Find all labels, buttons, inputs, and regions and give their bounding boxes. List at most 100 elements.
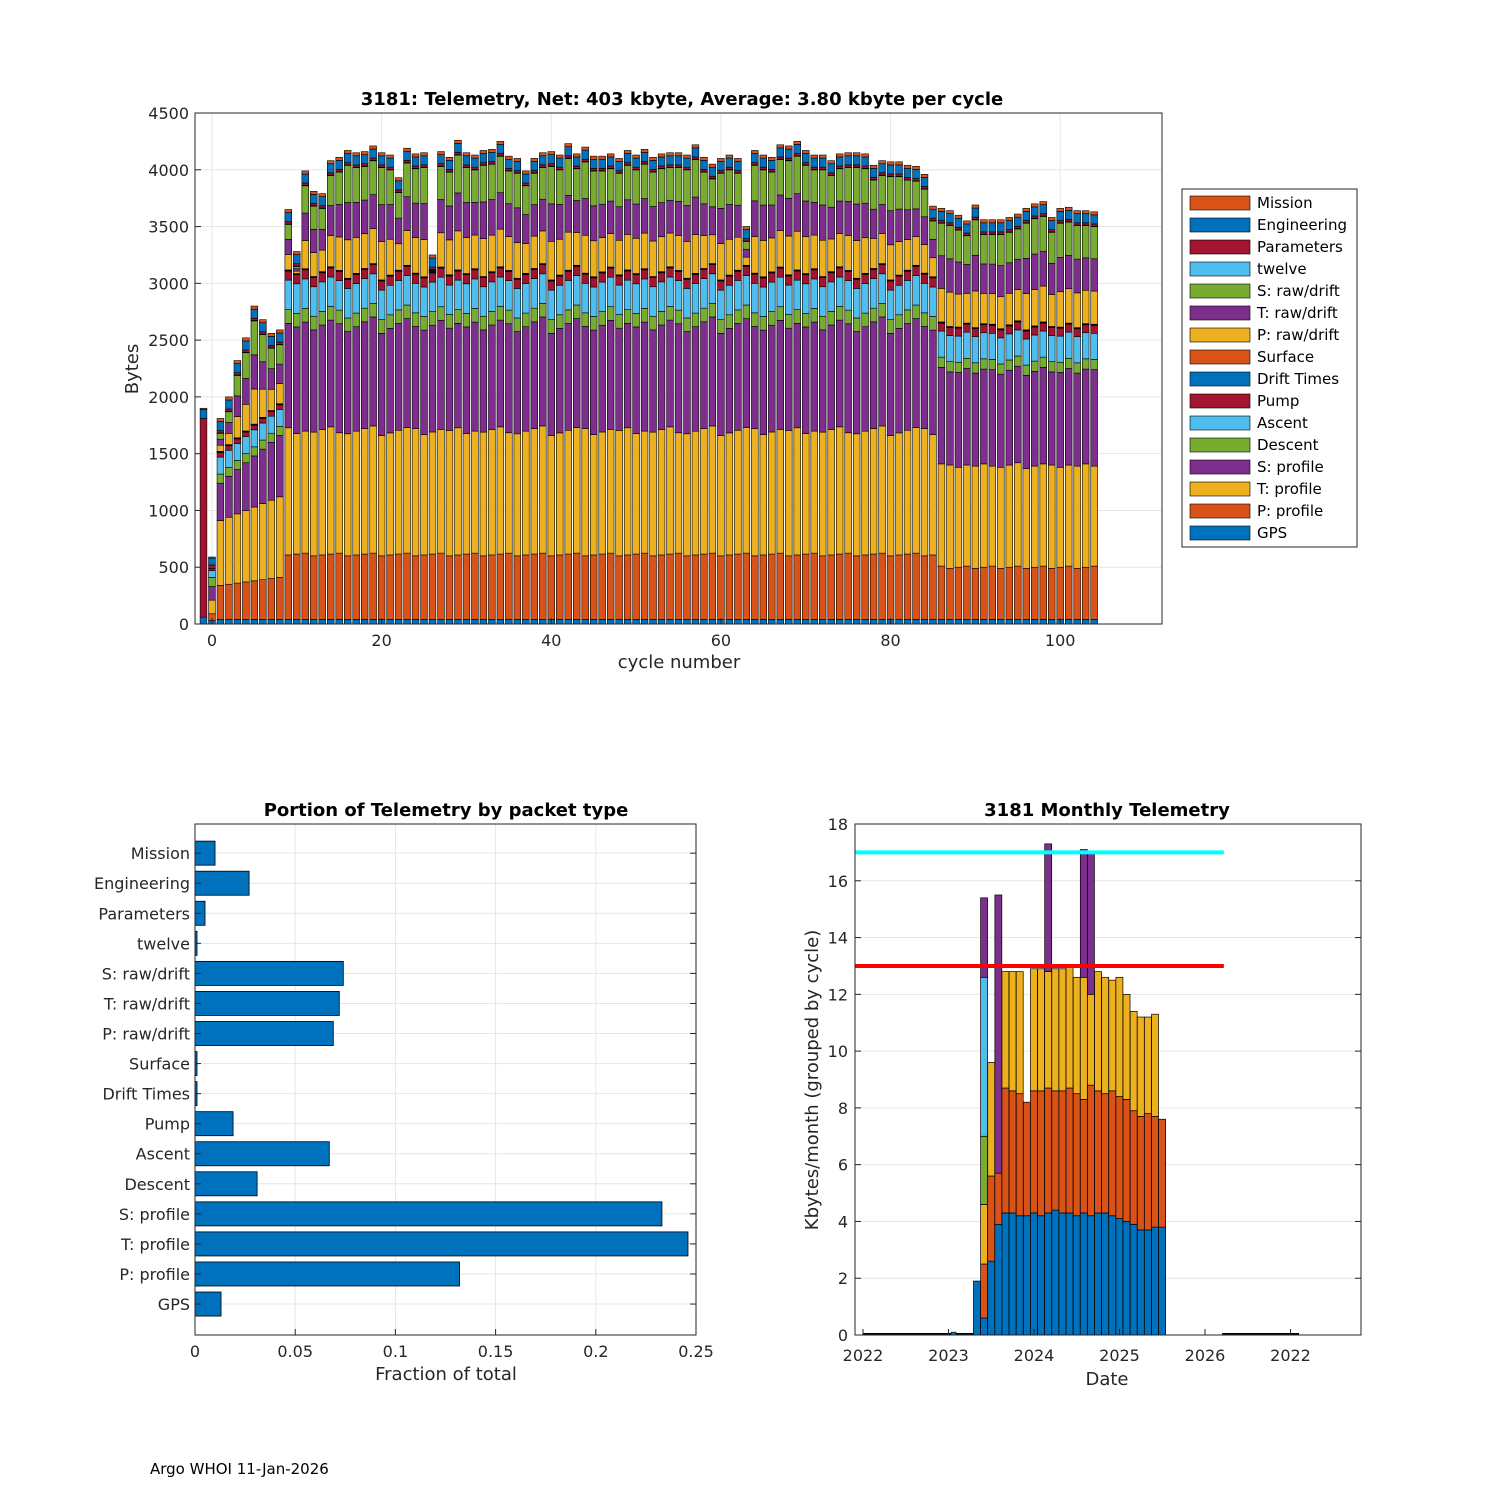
br-bar-segment <box>1079 976 1088 1100</box>
top-bar-segment <box>539 619 547 625</box>
top-bar-segment <box>1065 368 1073 466</box>
top-bar-segment <box>903 553 912 620</box>
legend-swatch <box>1189 437 1251 453</box>
top-bar-segment <box>343 555 352 620</box>
top-bar-segment <box>1022 468 1030 569</box>
top-bar-segment <box>564 323 572 431</box>
top-bar-segment <box>445 275 454 286</box>
top-bar-segment <box>1090 211 1098 216</box>
top-bar-segment <box>623 150 632 154</box>
top-bar-segment <box>496 228 505 268</box>
top-bar-segment <box>1048 371 1056 466</box>
top-bar-segment <box>988 325 997 334</box>
top-bar-segment <box>844 280 852 311</box>
top-bar-segment <box>1090 359 1098 370</box>
top-bar-segment <box>471 166 479 170</box>
top-bar-segment <box>852 317 861 332</box>
top-bar-segment <box>649 206 657 242</box>
top-bar-segment <box>640 161 649 165</box>
top-bar-segment <box>1039 463 1047 567</box>
br-bar-segment <box>1001 1212 1010 1336</box>
top-bar-segment <box>751 555 759 620</box>
top-bar-segment <box>462 155 471 166</box>
top-bar-segment <box>785 430 793 557</box>
legend-swatch <box>1189 503 1251 519</box>
top-bar-segment <box>869 238 878 269</box>
top-bar-segment <box>1031 218 1039 255</box>
top-bar-segment <box>462 202 471 238</box>
top-bar-segment <box>564 270 572 281</box>
top-bar-segment <box>454 279 462 310</box>
top-bar-segment <box>437 306 445 321</box>
top-bar-segment <box>488 149 496 153</box>
top-bar-segment <box>674 164 683 168</box>
top-bar-segment <box>751 273 759 284</box>
top-bar-segment <box>1031 206 1039 217</box>
br-chart-title: 3181 Monthly Telemetry <box>984 800 1230 821</box>
top-bar-segment <box>352 326 360 432</box>
br-bar-segment <box>1108 1090 1117 1217</box>
top-bar-segment <box>886 210 895 246</box>
top-bar-segment <box>793 279 801 310</box>
top-bar-segment <box>691 144 700 149</box>
top-bar-segment <box>403 275 411 306</box>
top-bar-segment <box>335 171 343 205</box>
top-bar-segment <box>293 254 301 264</box>
top-bar-segment <box>530 321 538 429</box>
top-bar-segment <box>1039 330 1047 358</box>
top-bar-segment <box>929 619 937 625</box>
top-bar-segment <box>377 167 386 205</box>
br-bar-segment <box>980 1204 988 1265</box>
top-bar-segment <box>327 306 335 321</box>
top-bar-segment <box>903 270 912 281</box>
top-bar-segment <box>1056 291 1064 328</box>
bl-category-label: P: raw/drift <box>102 1025 190 1044</box>
top-bar-segment <box>725 432 734 556</box>
top-bar-segment <box>259 422 267 441</box>
br-bar-segment <box>1037 968 1045 1092</box>
top-bar-segment <box>657 156 666 167</box>
top-bar-segment <box>598 553 606 620</box>
top-bar-segment <box>564 619 572 625</box>
top-bar-segment <box>386 157 394 168</box>
top-bar-segment <box>267 578 276 620</box>
top-bar-segment <box>1048 220 1056 230</box>
top-bar-segment <box>640 278 649 309</box>
top-bar-segment <box>462 164 471 168</box>
top-bar-segment <box>912 208 920 237</box>
top-bar-segment <box>717 208 725 244</box>
top-bar-segment <box>810 321 818 432</box>
top-bar-segment <box>963 220 971 225</box>
top-bar-segment <box>785 157 793 161</box>
top-bar-segment <box>785 284 793 315</box>
top-bar-segment <box>360 307 369 323</box>
top-bar-segment <box>1014 228 1022 260</box>
top-bar-segment <box>929 434 937 556</box>
top-bar-segment <box>259 448 267 504</box>
top-bar-segment <box>267 368 276 390</box>
top-bar-segment <box>327 160 335 165</box>
top-bar-segment <box>657 236 666 272</box>
legend-label: Pump <box>1257 392 1299 410</box>
top-bar-segment <box>768 171 776 206</box>
top-bar-segment <box>573 266 581 276</box>
br-bar-segment <box>1136 1116 1145 1231</box>
top-bar-segment <box>606 320 615 430</box>
top-bar-segment <box>963 368 971 466</box>
br-bar-segment <box>1151 1116 1159 1228</box>
top-bar-segment <box>293 274 301 285</box>
top-bar-segment <box>810 202 818 236</box>
top-bar-segment <box>869 321 878 429</box>
top-bar-segment <box>717 435 725 557</box>
top-bar-segment <box>496 319 505 428</box>
top-bar-segment <box>267 345 276 349</box>
top-bar-segment <box>759 204 768 241</box>
top-bar-segment <box>471 169 479 203</box>
top-bar-segment <box>632 619 640 625</box>
top-bar-segment <box>1031 360 1039 372</box>
legend-swatch <box>1189 239 1251 255</box>
top-y-tick-label: 3500 <box>148 218 189 237</box>
top-bar-segment <box>343 202 352 241</box>
top-bar-segment <box>802 619 810 625</box>
top-bar-segment <box>556 157 564 168</box>
